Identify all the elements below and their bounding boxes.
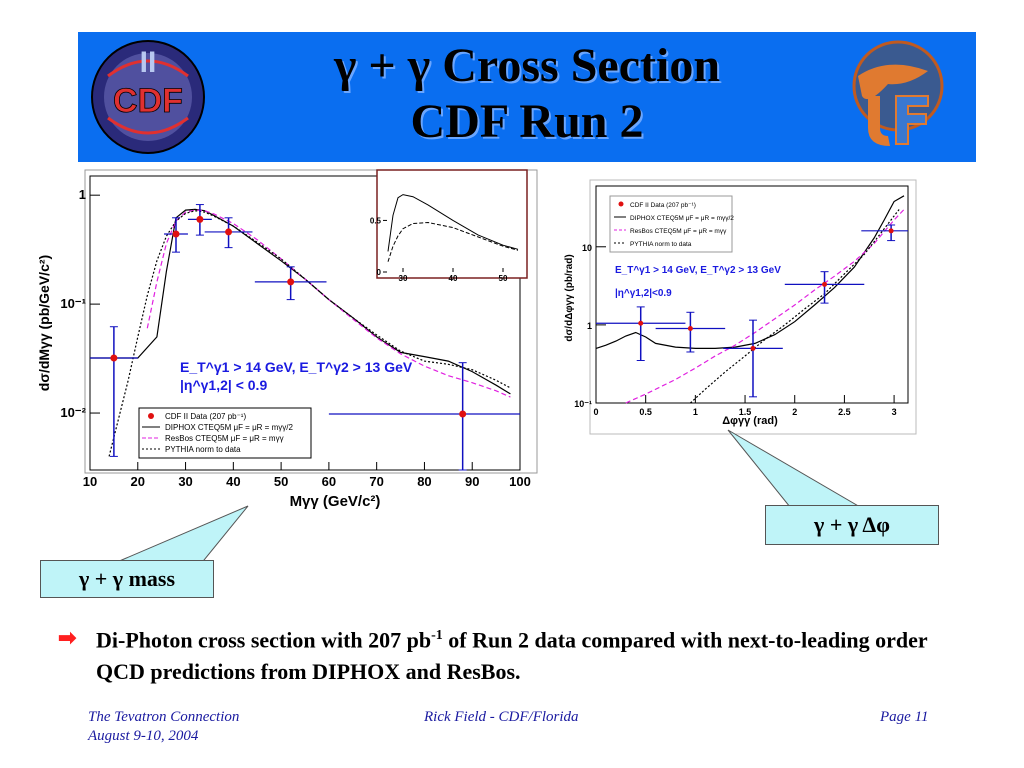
data-point <box>172 230 180 238</box>
inset-x-tick-label: 40 <box>449 274 458 283</box>
x-tick-label: 3 <box>892 407 897 417</box>
x-tick-label: 70 <box>369 474 383 489</box>
x-tick-label: 100 <box>509 474 531 489</box>
data-point <box>110 354 118 362</box>
diphox-curve <box>90 208 511 395</box>
footer-left-line2: August 9-10, 2004 <box>88 728 199 744</box>
inset-x-tick-label: 30 <box>399 274 408 283</box>
x-axis-label: Δφγγ (rad) <box>722 415 778 427</box>
inset-resbos-curve <box>387 221 519 262</box>
logo-text: CDF <box>113 82 183 120</box>
inset-y-tick-label: 0.5 <box>370 216 382 225</box>
cdf-logo: II CDF <box>91 40 205 154</box>
footer-page: Page 11 <box>880 709 929 725</box>
footer-left-line1: The Tevatron Connection <box>88 709 240 725</box>
legend-data-marker <box>618 201 624 207</box>
legend-data-marker <box>148 413 154 419</box>
cuts-line-1: E_T^γ1 > 14 GeV, E_T^γ2 > 13 GeV <box>615 265 781 276</box>
cuts-line-2: |η^γ1,2| < 0.9 <box>180 377 267 393</box>
legend-box <box>609 195 733 253</box>
inset-frame <box>376 169 528 279</box>
x-tick-label: 60 <box>322 474 336 489</box>
legend-entry: CDF II Data (207 pb⁻¹) <box>630 202 696 209</box>
cuts-line-1: E_T^γ1 > 14 GeV, E_T^γ2 > 13 GeV <box>180 359 413 375</box>
x-tick-label: 0 <box>593 407 598 417</box>
title-banner: γ + γ Cross Section CDF Run 2 II CDF <box>78 32 976 162</box>
data-point <box>822 281 828 287</box>
legend-entry: PYTHIA norm to data <box>165 445 241 454</box>
legend-entry: ResBos CTEQ5M μF = μR = mγγ <box>165 434 284 443</box>
x-tick-label: 30 <box>178 474 192 489</box>
title-line-1: γ + γ Cross Section <box>333 39 721 92</box>
data-point <box>196 215 204 223</box>
arrow-bullet-icon: ➡ <box>58 625 77 650</box>
inset-y-tick-label: 0 <box>377 268 382 277</box>
slide-title: γ + γ Cross Section CDF Run 2 <box>78 38 976 150</box>
y-tick-label: 10 <box>582 243 592 253</box>
legend-entry: DIPHOX CTEQ5M μF = μR = mγγ/2 <box>630 215 734 222</box>
legend-entry: DIPHOX CTEQ5M μF = μR = mγγ/2 <box>165 423 293 432</box>
legend-entry: ResBos CTEQ5M μF = μR = mγγ <box>630 228 727 235</box>
x-tick-label: 40 <box>226 474 240 489</box>
pythia-curve <box>108 210 511 457</box>
data-point <box>750 345 756 351</box>
title-line-2: CDF Run 2 <box>410 95 644 148</box>
x-tick-label: 0.5 <box>639 407 652 417</box>
logo-roman: II <box>140 46 157 79</box>
y-tick-label: 10⁻² <box>60 405 86 420</box>
cuts-line-2: |η^γ1,2|<0.9 <box>615 288 672 299</box>
mass-inset: 30 40 50 0 0.5 <box>370 169 528 283</box>
mass-chart: 10 20 30 40 50 60 70 80 90 100 10⁻² 10⁻¹ 1 dσ/dMγγ (p… <box>36 169 538 510</box>
florida-logo <box>852 40 944 146</box>
legend-box <box>138 407 312 459</box>
x-tick-label: 90 <box>465 474 479 489</box>
y-tick-label: 1 <box>587 321 592 331</box>
summary-bullet: ➡ Di-Photon cross section with 207 pb-1 … <box>58 620 960 688</box>
callout-dphi: γ + γ Δφ <box>765 505 939 545</box>
dphi-legend: CDF II Data (207 pb⁻¹) DIPHOX CTEQ5M μF =… <box>609 195 734 253</box>
y-axis-label: dσ/dMγγ (pb/GeV/c²) <box>36 255 52 391</box>
y-tick-label: 1 <box>79 187 86 202</box>
data-point <box>459 410 467 418</box>
x-tick-label: 20 <box>131 474 145 489</box>
x-tick-label: 50 <box>274 474 288 489</box>
bullet-text: Di-Photon cross section with 207 pb-1 of… <box>96 627 928 685</box>
legend-entry: CDF II Data (207 pb⁻¹) <box>165 412 246 421</box>
data-point <box>687 325 693 331</box>
legend-entry: PYTHIA norm to data <box>630 241 692 248</box>
resbos-curve <box>625 209 905 404</box>
y-axis-label: dσ/dΔφγγ (pb/rad) <box>564 254 575 341</box>
callout-mass: γ + γ mass <box>40 560 214 598</box>
data-point <box>225 228 233 236</box>
y-tick-label: 10⁻¹ <box>574 399 592 409</box>
footer-center: Rick Field - CDF/Florida <box>424 709 579 725</box>
x-tick-label: 1.5 <box>739 407 752 417</box>
x-tick-label: 2 <box>792 407 797 417</box>
x-tick-label: 10 <box>83 474 97 489</box>
x-tick-label: 1 <box>693 407 698 417</box>
y-tick-label: 10⁻¹ <box>60 296 86 311</box>
x-axis-label: Mγγ (GeV/c²) <box>290 493 381 510</box>
x-tick-label: 80 <box>417 474 431 489</box>
data-point <box>638 320 644 326</box>
mass-legend: CDF II Data (207 pb⁻¹) DIPHOX CTEQ5M μF =… <box>138 407 312 459</box>
inset-x-tick-label: 50 <box>499 274 508 283</box>
data-point <box>287 278 295 286</box>
data-point <box>888 228 894 234</box>
inset-diphox-curve <box>387 194 519 252</box>
x-tick-label: 2.5 <box>838 407 851 417</box>
diphox-curve <box>595 195 905 349</box>
dphi-chart: 0 0.5 1 1.5 2 2.5 3 10⁻¹ 1 10 dσ/dΔφγγ (pb/rad) Δφγ… <box>564 179 917 435</box>
